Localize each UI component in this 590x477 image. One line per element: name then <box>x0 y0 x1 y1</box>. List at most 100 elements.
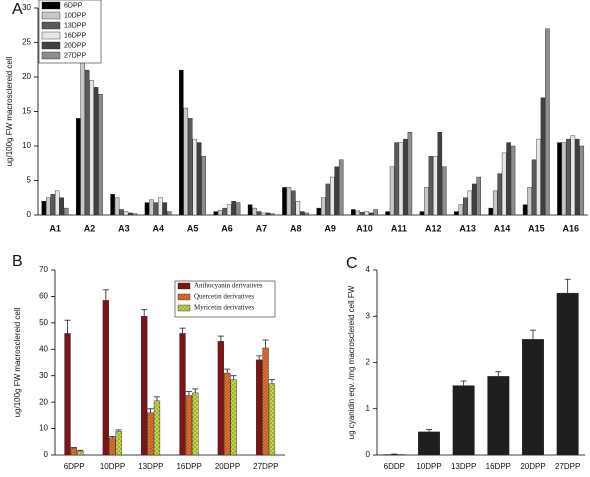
error-bar <box>268 379 275 384</box>
bar <box>545 28 550 216</box>
bar <box>268 383 276 456</box>
bar <box>54 190 60 216</box>
y-tick-label: 15 <box>22 107 31 116</box>
bar <box>373 209 378 216</box>
bar <box>561 142 567 216</box>
bar <box>183 107 189 216</box>
error-bar <box>530 329 536 340</box>
x-tick-label: A1 <box>49 223 61 233</box>
y-tick-label: 10 <box>22 141 31 150</box>
bar <box>201 156 206 216</box>
y-tick-label: 1 <box>366 404 371 413</box>
bar <box>316 207 322 216</box>
x-tick-label: A3 <box>118 223 130 233</box>
bar <box>41 200 47 216</box>
legend-swatch <box>41 31 61 40</box>
bar <box>153 202 159 216</box>
bar <box>252 207 257 216</box>
bar <box>192 392 199 456</box>
bar <box>321 197 326 216</box>
bar <box>128 212 133 216</box>
bar <box>510 145 516 216</box>
legend-swatch <box>177 304 191 312</box>
bar <box>338 159 344 216</box>
bar <box>64 333 71 456</box>
legend-swatch <box>41 41 61 50</box>
y-tick-label: 50 <box>39 318 48 327</box>
error-bar <box>64 319 71 334</box>
y-tick-label: 60 <box>39 292 48 301</box>
x-tick-label: A13 <box>459 223 476 233</box>
bar <box>89 80 94 216</box>
panel-label: B <box>12 253 23 270</box>
bar <box>454 211 459 216</box>
bar <box>115 431 122 456</box>
y-tick-label: 0 <box>27 210 32 219</box>
bar <box>109 437 116 456</box>
error-bar <box>426 429 432 432</box>
x-tick-label: 20DPP <box>215 462 240 471</box>
bar <box>102 300 109 456</box>
error-bar <box>147 408 154 413</box>
bar <box>527 187 532 216</box>
legend-box <box>174 280 276 318</box>
panel-label: A <box>12 1 23 18</box>
legend-label: Quercetin derivatives <box>194 293 254 301</box>
legend-swatch <box>41 1 61 10</box>
bar <box>141 316 148 456</box>
bar <box>114 197 120 216</box>
y-axis-label: ug cyanidin eqv. /mg macrosclereid cell … <box>347 285 356 439</box>
legend-swatch <box>177 293 191 301</box>
bar <box>522 339 544 456</box>
x-tick-label: 27DPP <box>555 462 580 471</box>
x-tick-label: A9 <box>324 223 336 233</box>
legend-swatch <box>41 21 61 30</box>
bar <box>50 194 56 216</box>
bar <box>256 359 263 456</box>
error-bar <box>153 396 160 401</box>
bar <box>167 211 172 216</box>
bar <box>359 212 365 216</box>
bar <box>188 118 193 216</box>
bar <box>282 187 287 216</box>
y-axis-label: ug/100g FW macrosclereid cell <box>5 56 14 166</box>
x-tick-label: A15 <box>528 223 545 233</box>
legend-swatch <box>41 11 61 20</box>
y-tick-label: 2 <box>366 358 371 367</box>
x-tick-label: 27DPP <box>253 462 278 471</box>
bar <box>403 138 408 216</box>
bar <box>492 190 498 216</box>
legend-label: 10DPP <box>64 12 87 19</box>
y-tick-label: 0 <box>44 450 49 459</box>
bar <box>368 212 374 216</box>
bar <box>247 204 253 216</box>
error-bar <box>115 429 122 432</box>
bar <box>385 211 390 216</box>
bar <box>398 142 404 216</box>
bar <box>59 197 64 216</box>
x-tick-label: 16DPP <box>486 462 511 471</box>
bar <box>575 138 580 216</box>
error-bar <box>70 447 77 449</box>
x-tick-label: 13DPP <box>138 462 163 471</box>
y-tick-label: 4 <box>366 265 371 274</box>
error-bar <box>495 371 502 377</box>
bar <box>185 395 193 456</box>
error-bar <box>256 355 263 360</box>
x-tick-label: A2 <box>84 223 96 233</box>
bar <box>428 156 434 216</box>
bar <box>226 204 232 216</box>
y-axis-label: ug/100g FW macrosclereid cell <box>13 307 22 417</box>
bar <box>295 200 301 216</box>
bar <box>407 131 413 216</box>
bar <box>531 159 537 216</box>
bar <box>433 156 438 216</box>
bar <box>458 204 464 216</box>
bar <box>334 166 339 216</box>
bar <box>261 212 266 216</box>
bar <box>196 142 202 216</box>
bar <box>566 138 571 216</box>
bar <box>110 194 115 216</box>
panel-label: C <box>346 255 358 272</box>
error-bar <box>192 388 199 393</box>
